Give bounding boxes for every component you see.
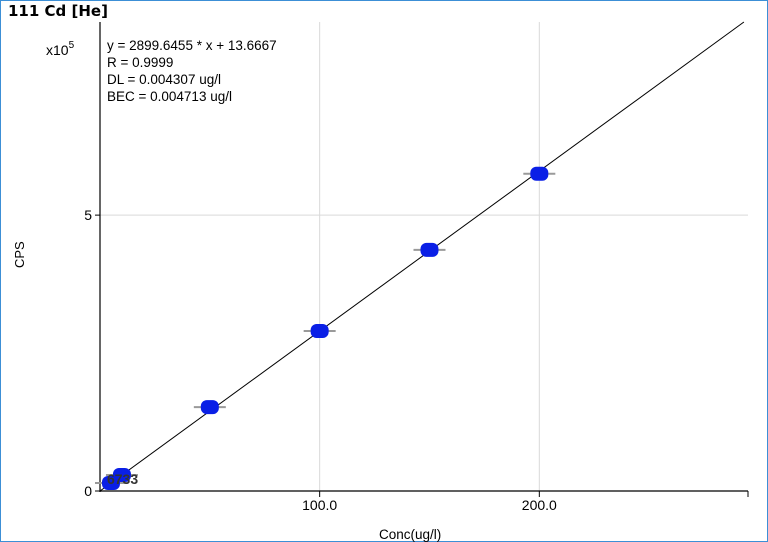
background-equivalent-concentration: BEC = 0.004713 ug/l	[107, 89, 232, 104]
data-point-3	[310, 323, 329, 338]
x-axis-label: Conc(ug/l)	[379, 527, 442, 542]
y-axis-multiplier: x105	[46, 40, 75, 58]
y-tick-label-0: 0	[84, 483, 92, 499]
regression-equation: y = 2899.6455 * x + 13.6667	[107, 38, 277, 53]
data-point-1	[112, 467, 131, 482]
x-tick-label-0: 100.0	[302, 497, 337, 513]
x-tick-label-1: 200.0	[522, 497, 557, 513]
y-axis-label: CPS	[12, 241, 27, 268]
y-tick-label-1: 5	[84, 207, 92, 223]
detection-limit: DL = 0.004307 ug/l	[107, 72, 221, 87]
y-multiplier-exponent: 5	[68, 40, 75, 51]
data-point-4	[420, 242, 439, 257]
correlation-coefficient: R = 0.9999	[107, 55, 174, 70]
regression-info: y = 2899.6455 * x + 13.6667 R = 0.9999 D…	[107, 37, 277, 105]
y-multiplier-base: x10	[46, 42, 69, 58]
point-annotation: 6733	[107, 471, 138, 487]
data-point-5	[530, 166, 549, 181]
chart-title: 111 Cd [He]	[8, 2, 108, 20]
data-point-2	[200, 400, 219, 415]
